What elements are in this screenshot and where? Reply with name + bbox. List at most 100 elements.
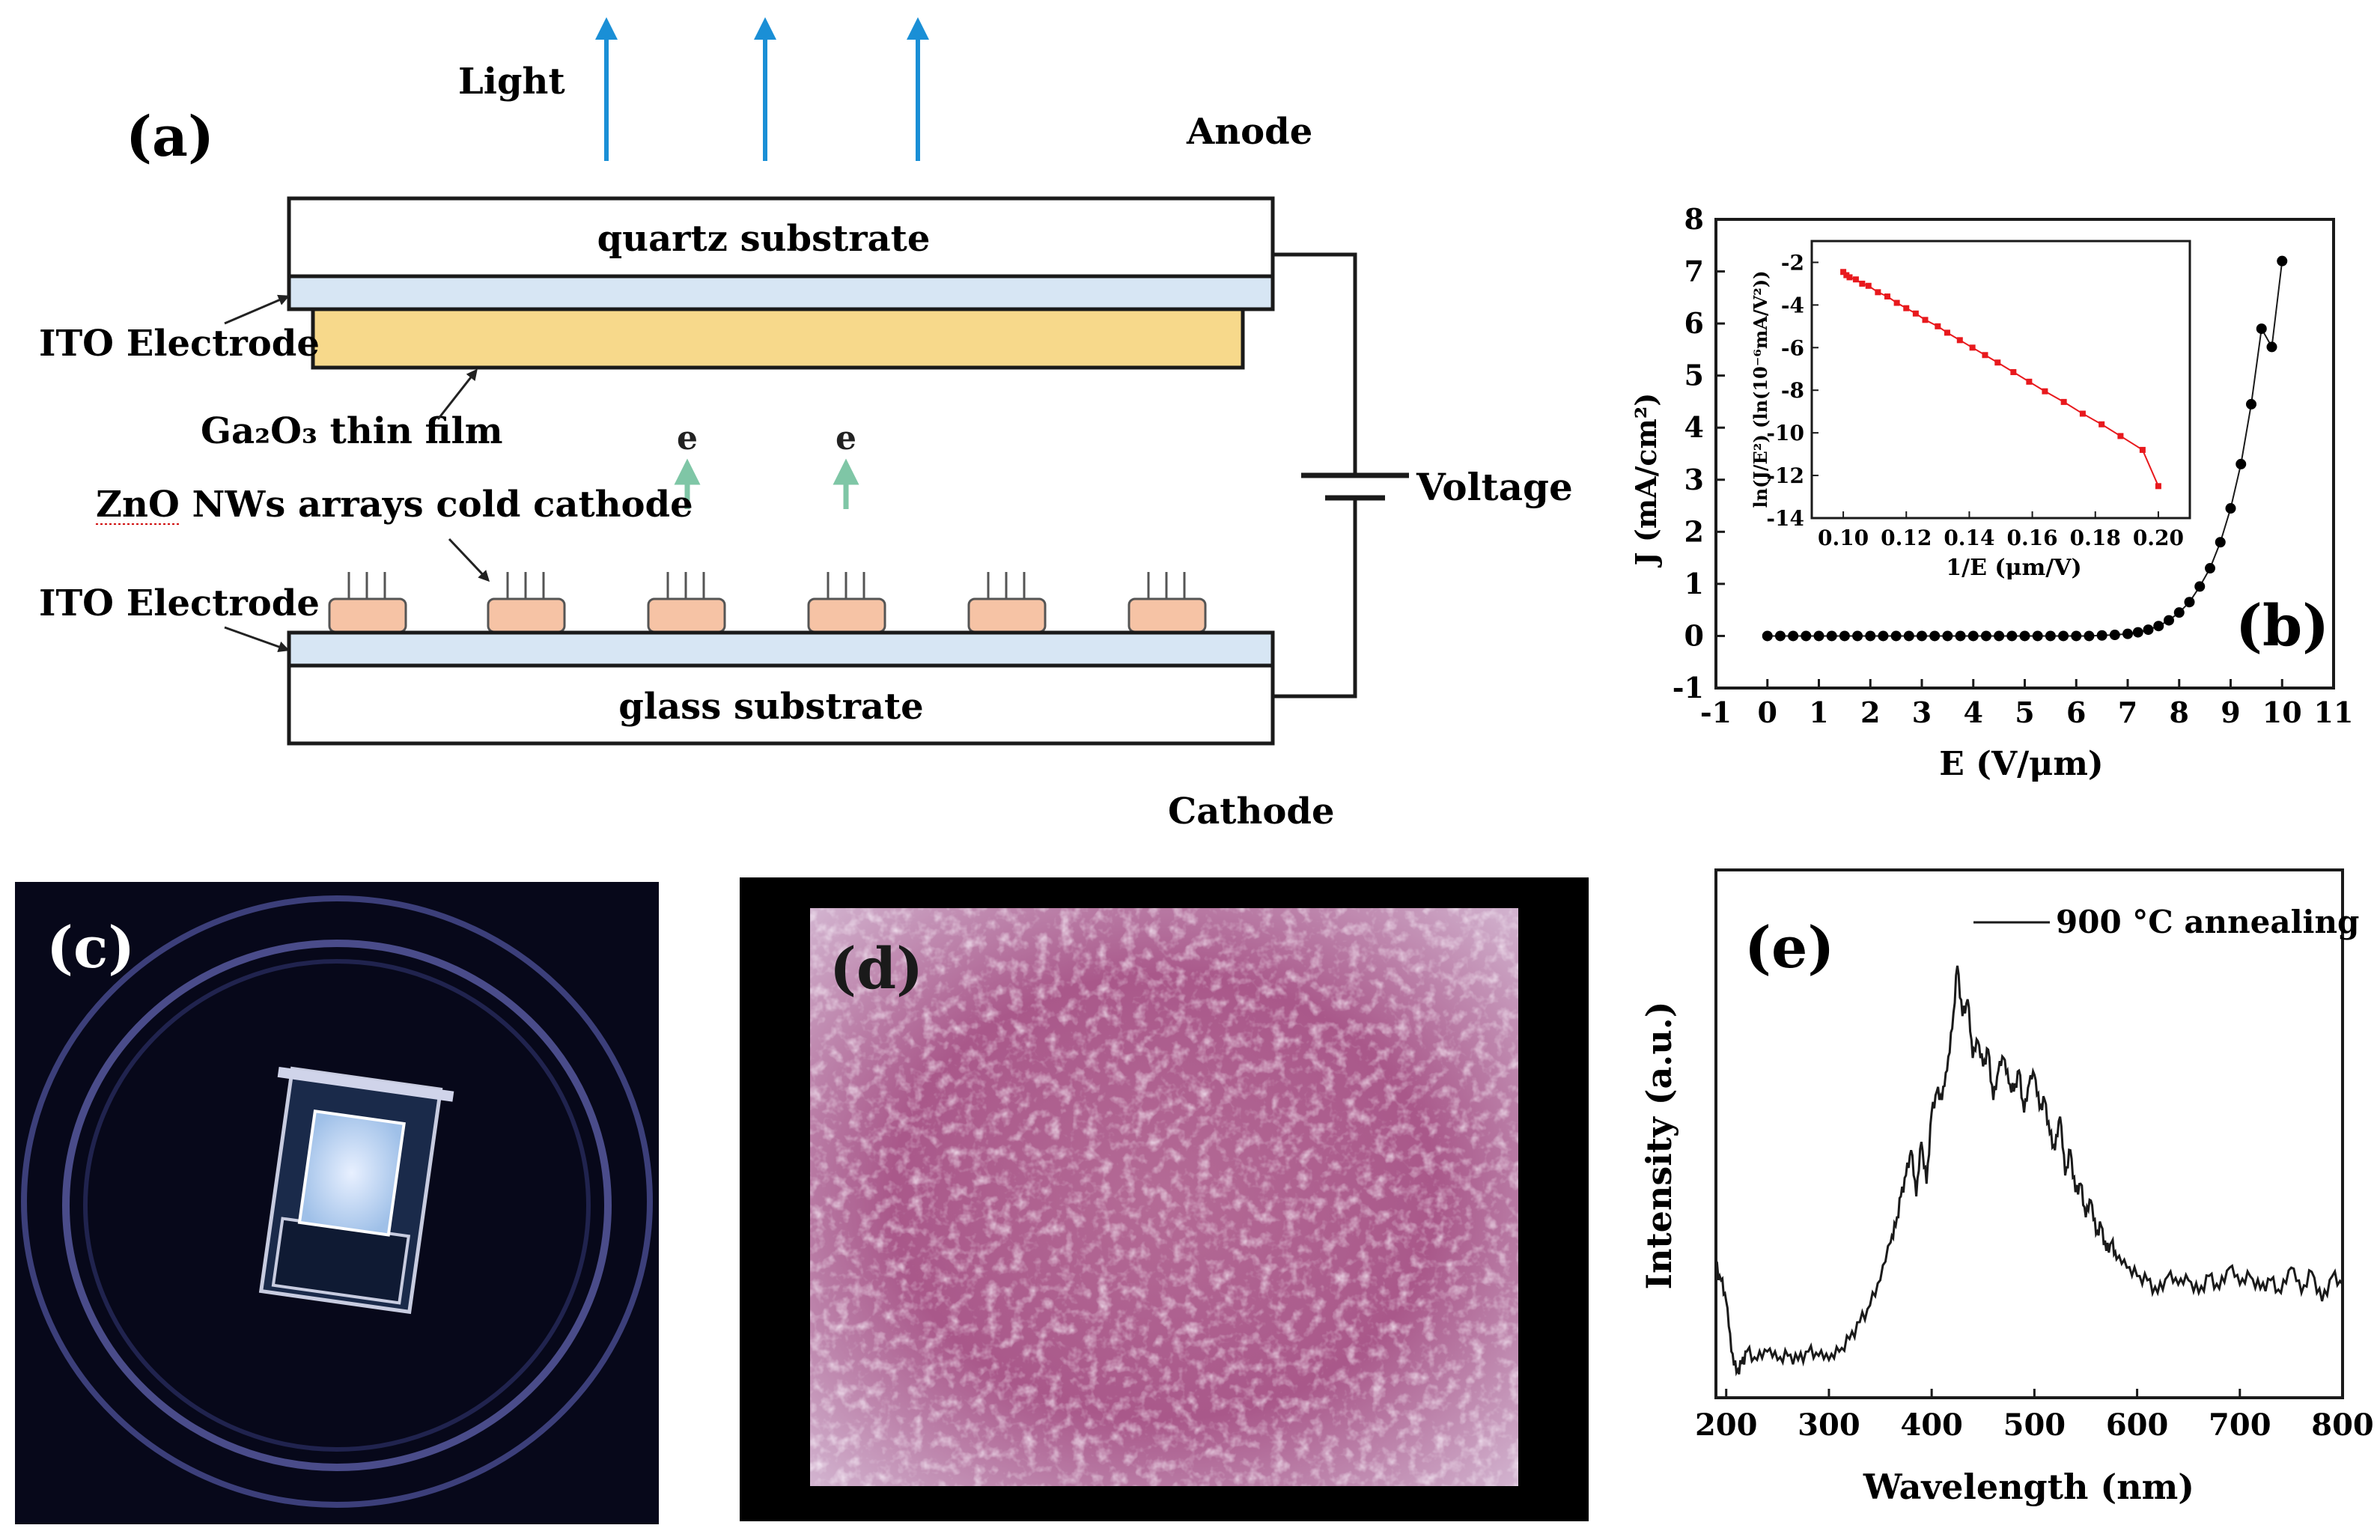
y-tick-label: 8 (1684, 202, 1704, 236)
fn-data-point (1982, 352, 1988, 359)
electron-label: e (677, 419, 698, 457)
inset-x-tick-label: 0.16 (2006, 526, 2057, 550)
zno-pointer (448, 538, 490, 582)
fn-data-point (1944, 329, 1950, 336)
electron-label: e (836, 419, 856, 457)
panel-e-chart: 200 300 400 500 600 700 800 (e) 900 °C anneali… (1639, 868, 2374, 1507)
plot-frame (1714, 868, 2344, 1399)
panel-c-label: (c) (46, 914, 135, 981)
quartz-substrate (287, 196, 1275, 279)
fn-data-point (1912, 310, 1919, 317)
nanowire-block (647, 572, 726, 633)
data-point (1788, 630, 1799, 642)
inset-x-tick-label: 0.18 (2070, 526, 2121, 550)
spectrum-line (1714, 965, 2344, 1377)
zno-label: ZnO NWs arrays cold cathode (96, 484, 693, 526)
inset-y-tick-label: -14 (1766, 506, 1804, 531)
y-tick-label: 3 (1684, 463, 1704, 496)
chamber-ring (62, 940, 612, 1471)
panel-e-label: (e) (1744, 914, 1834, 981)
nanowire-base (487, 597, 566, 633)
ito-top-layer (287, 274, 1275, 311)
fn-data-point (1884, 293, 1890, 299)
data-point (1994, 630, 2005, 642)
fn-data-point (1994, 359, 2001, 366)
data-point (1942, 630, 1953, 642)
data-point (1903, 630, 1914, 642)
fn-data-point (2042, 388, 2048, 395)
nanowire-base (647, 597, 726, 633)
data-point (1878, 630, 1889, 642)
x-axis-label: Wavelength (nm) (1863, 1467, 2194, 1507)
fn-data-point (2155, 483, 2161, 490)
x-tick-label: 200 (1695, 1407, 1758, 1443)
inset-y-axis-label: ln(J/E²) (ln(10⁻⁶mA/V²)) (1750, 270, 1771, 508)
fn-data-point (2060, 398, 2067, 405)
panel-d-photo: (d) (740, 877, 1589, 1521)
inset-x-tick-label: 0.10 (1818, 526, 1869, 550)
nanowire-base (807, 597, 886, 633)
data-point (2277, 255, 2288, 267)
y-tick-label: 0 (1684, 618, 1704, 652)
data-point (2194, 581, 2206, 592)
data-point (2045, 630, 2056, 642)
fn-data-point (1969, 344, 1976, 351)
data-point (2215, 537, 2226, 548)
data-point (2084, 630, 2095, 642)
panel-a-schematic: (a) Light Anode quartz substrate ITO Ele… (39, 17, 1573, 833)
ito-top-pointer (224, 294, 290, 325)
x-tick-label: 9 (2221, 696, 2240, 729)
nanowire-block (1127, 572, 1207, 633)
zno-nanowire-blocks (328, 572, 1207, 633)
x-tick-label: 300 (1798, 1407, 1860, 1443)
data-point (1774, 630, 1786, 642)
x-tick-label: 4 (1964, 696, 1983, 729)
panel-b-label: (b) (2236, 592, 2329, 659)
data-point (1762, 630, 1773, 642)
data-point (1801, 630, 1812, 642)
x-tick-label: 500 (2003, 1407, 2066, 1443)
x-tick-label: 700 (2209, 1407, 2271, 1443)
ga2o3-label: Ga₂O₃ thin film (201, 410, 503, 452)
circuit-wire-top (1273, 252, 1357, 475)
data-point (1980, 630, 1991, 642)
data-point (1865, 630, 1876, 642)
data-point (1917, 630, 1927, 642)
x-tick-label: 2 (1860, 696, 1880, 729)
fn-data-point (1846, 274, 1853, 281)
x-tick-label: 10 (2262, 696, 2302, 729)
luminous-texture (810, 908, 1518, 1486)
data-point (1852, 630, 1863, 642)
panel-a-label: (a) (126, 105, 214, 169)
nanowire-block (328, 572, 407, 633)
fn-data-point (2079, 410, 2086, 417)
nanowire-base (1127, 597, 1207, 633)
data-point (2256, 323, 2267, 335)
fn-data-point (1903, 305, 1910, 311)
y-tick-label: 7 (1684, 255, 1704, 288)
data-point (2236, 458, 2247, 469)
device-holder (258, 1066, 454, 1315)
data-point (1826, 630, 1837, 642)
data-point (2006, 630, 2018, 642)
x-tick-label: 800 (2311, 1407, 2374, 1443)
data-point (2205, 563, 2215, 574)
inset-y-tick-label: -2 (1781, 250, 1804, 275)
quartz-substrate-label: quartz substrate (597, 218, 931, 260)
cathode-label: Cathode (1168, 791, 1335, 833)
inset-y-tick-label: -8 (1781, 378, 1804, 403)
data-point (1839, 630, 1850, 642)
data-point (2132, 627, 2143, 638)
data-point (2032, 630, 2043, 642)
data-point (2153, 621, 2164, 632)
glass-substrate (287, 663, 1275, 746)
inset-y-tick-label: -4 (1781, 293, 1804, 317)
inset-y-tick-label: -6 (1781, 335, 1804, 360)
data-point (1929, 630, 1941, 642)
voltage-label: Voltage (1416, 465, 1573, 509)
x-tick-label: 3 (1912, 696, 1932, 729)
data-point (2266, 341, 2277, 353)
fn-data-point (1922, 317, 1929, 323)
nanowire-block (967, 572, 1047, 633)
